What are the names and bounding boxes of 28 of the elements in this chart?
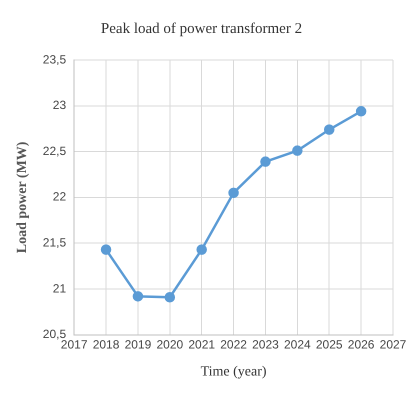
y-axis-title: Load power (MW) [15,141,30,254]
point [324,124,334,135]
point [164,292,176,302]
x-tick-label: 2026 [348,337,375,352]
y-tick-label: 21,5 [42,236,66,250]
x-axis-title: Time (year) [200,364,267,380]
x-tick-label: 2020 [156,337,184,352]
x-tick-label: 2018 [92,337,120,352]
x-tick-label: 2021 [188,337,216,352]
point [260,156,271,167]
point [132,291,144,302]
point [196,244,207,255]
y-tick-label: 23,5 [42,52,66,66]
x-tick-label: 2019 [124,337,152,352]
y-tick-label: 23 [52,98,66,112]
y-tick-label: 22 [52,190,66,204]
y-tick-label: 22,5 [42,144,66,158]
point [292,145,303,156]
x-tick-label: 2025 [316,337,343,352]
x-tick-label: 2027 [380,337,407,352]
point [100,244,112,255]
point [228,188,239,198]
point [356,106,366,117]
x-tick-label: 2022 [220,337,248,352]
y-tick-label: 21 [52,281,66,296]
x-tick-label: 2023 [252,337,280,352]
x-tick-label: 2024 [284,337,312,352]
chart-title: Peak load of power transformer 2 [100,20,302,37]
